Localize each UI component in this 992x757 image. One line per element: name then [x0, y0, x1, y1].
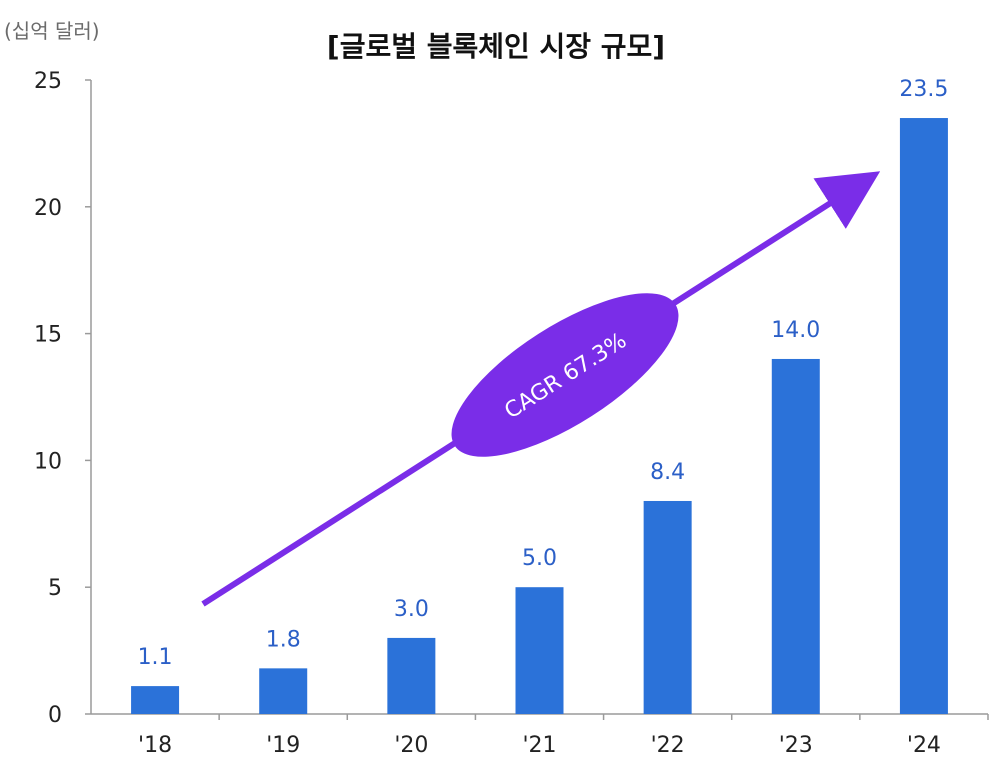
bar: [771, 358, 820, 714]
unit-label: (십억 달러): [4, 19, 100, 43]
x-tick-label: '21: [522, 733, 556, 757]
x-tick-label: '19: [266, 733, 300, 757]
bar: [515, 587, 564, 714]
x-tick-label: '23: [779, 733, 813, 757]
y-tick-label: 0: [48, 703, 62, 728]
bar: [387, 637, 436, 714]
x-tick-label: '20: [394, 733, 428, 757]
data-label: 8.4: [650, 460, 685, 485]
y-tick-label: 15: [34, 323, 62, 348]
bars: [131, 118, 948, 715]
x-tick-label: '22: [651, 733, 685, 757]
bar: [899, 118, 948, 715]
y-tick-labels: 0 5 10 15 20 25: [34, 69, 62, 728]
y-tick-label: 10: [34, 449, 62, 474]
x-tick-labels: '18 '19 '20 '21 '22 '23 '24: [138, 733, 941, 757]
y-tick-label: 5: [48, 576, 62, 601]
data-label: 23.5: [899, 77, 948, 102]
bar: [131, 686, 180, 714]
value-labels: 1.1 1.8 3.0 5.0 8.4 14.0 23.5: [138, 77, 949, 670]
data-label: 1.8: [266, 627, 301, 652]
data-label: 3.0: [394, 597, 429, 622]
y-tick-label: 25: [34, 69, 62, 94]
bar: [259, 668, 308, 714]
data-label: 5.0: [522, 546, 557, 571]
chart-title: [글로벌 블록체인 시장 규모]: [327, 30, 665, 63]
bar: [643, 500, 692, 714]
cagr-annotation: CAGR 67.3%: [201, 171, 881, 607]
data-label: 14.0: [771, 318, 820, 343]
x-tick-label: '18: [138, 733, 172, 757]
y-tick-label: 20: [34, 196, 62, 221]
cagr-ellipse: [451, 293, 679, 457]
x-tick-label: '24: [907, 733, 941, 757]
data-label: 1.1: [138, 645, 173, 670]
